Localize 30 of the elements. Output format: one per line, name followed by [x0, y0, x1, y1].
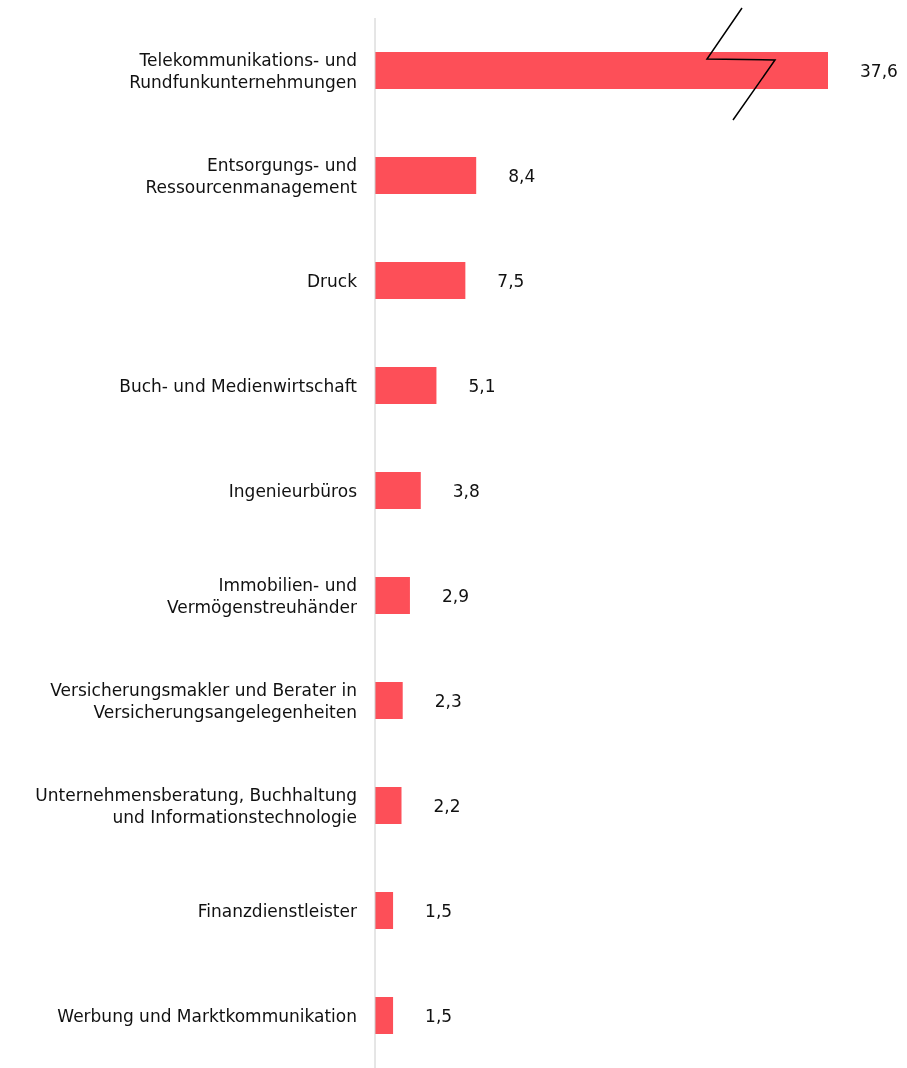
y-tick-label: Entsorgungs- und Ressourcenmanagement: [145, 154, 358, 197]
y-tick-label: Druck: [306, 270, 358, 291]
y-tick-label: Buch- und Medienwirtschaft: [119, 375, 358, 396]
data-label: 1,5: [425, 900, 453, 921]
y-tick-label: Werbung und Marktkommunikation: [57, 1005, 357, 1026]
bar: [375, 577, 410, 614]
y-tick-label: Telekommunikations- und Rundfunkunternehmungen: [129, 49, 357, 92]
bar: [375, 157, 477, 194]
y-tick-label: Unternehmensberatung, Buchhaltung und Informationstechnologie: [35, 784, 357, 827]
data-label: 7,5: [497, 270, 525, 291]
data-label: 5,1: [468, 375, 496, 396]
bar: [375, 997, 394, 1034]
bar: [375, 892, 394, 929]
data-label: 3,8: [452, 480, 480, 501]
y-tick-label: Immobilien- und Vermögenstreuhänder: [166, 574, 357, 617]
bar: [375, 367, 437, 404]
bar: [375, 262, 466, 299]
data-label: 2,3: [434, 690, 462, 711]
data-label: 2,2: [433, 795, 461, 816]
data-label: 2,9: [441, 585, 469, 606]
y-tick-label: Ingenieurbüros: [228, 480, 358, 501]
data-label: 37,6: [860, 60, 898, 81]
bar: [375, 52, 828, 89]
data-label: 1,5: [425, 1005, 453, 1026]
bar: [375, 787, 402, 824]
bar: [375, 682, 403, 719]
y-tick-label: Versicherungsmakler und Berater in Versicherungsangelegenheiten: [50, 679, 357, 722]
y-tick-label: Finanzdienstleister: [197, 900, 357, 921]
bar: [375, 472, 421, 509]
data-label: 8,4: [508, 165, 536, 186]
